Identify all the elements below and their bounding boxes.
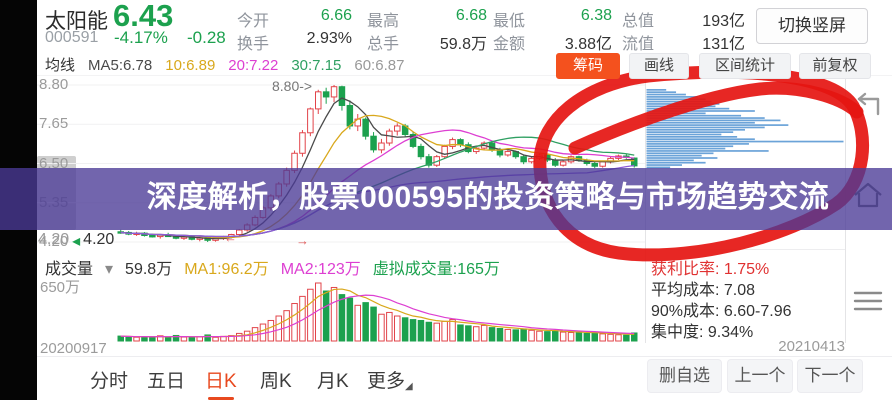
header-stat: 总值 193亿	[622, 7, 745, 30]
stock-code: 000591	[45, 29, 99, 46]
tab-分时[interactable]: 分时	[90, 371, 129, 392]
axis-tick-label: 8.80	[39, 76, 69, 93]
stat-label: 最高	[367, 13, 400, 30]
header-divider	[37, 75, 892, 76]
stat-value: 193亿	[702, 13, 745, 30]
headline-banner: 深度解析，股票000595的投资策略与市场趋势交流	[0, 168, 892, 230]
chart-start-date: 20200917	[40, 340, 107, 357]
low-price-marker: 4.20 ◂ 4.20	[38, 231, 114, 251]
header-stat: 今开 6.66	[237, 7, 352, 30]
change-value: -0.28	[187, 28, 226, 47]
tool-button-筹码[interactable]: 筹码	[556, 53, 620, 79]
axis-low-label: 4.20	[38, 231, 70, 248]
volume-legend-item: MA2:123万	[280, 261, 361, 278]
ma-legend-item: MA5:6.78	[88, 57, 153, 74]
tool-button-画线[interactable]: 画线	[629, 53, 689, 79]
volume-legend-item: ▾	[105, 261, 114, 278]
tab-日K[interactable]: 日K	[205, 366, 237, 400]
stat-label: 今开	[237, 13, 270, 30]
chart-end-date: 20210413	[778, 338, 845, 355]
volume-axis-label: 650万	[40, 279, 81, 296]
stat-value: 131亿	[702, 36, 745, 53]
stat-value: 6.66	[320, 7, 352, 24]
change-percent: -4.17%	[114, 28, 168, 47]
low-tick-icon: ◂	[72, 233, 81, 250]
back-icon[interactable]	[850, 90, 886, 120]
ma-legend-item: 60:6.87	[354, 57, 405, 74]
home-icon[interactable]	[850, 180, 886, 210]
nav-button-上一个[interactable]: 上一个	[727, 359, 793, 393]
chip-stat-row: 90%成本: 6.60-7.96	[651, 303, 792, 320]
tab-月K[interactable]: 月K	[317, 371, 349, 392]
more-triangle-icon: ◢	[405, 381, 413, 392]
stat-label: 最低	[493, 13, 526, 30]
headline-text: 深度解析，股票000595的投资策略与市场趋势交流	[146, 181, 830, 214]
chip-stat-row: 平均成本: 7.08	[651, 282, 756, 299]
stat-label: 换手	[237, 36, 270, 53]
nav-button-下一个[interactable]: 下一个	[797, 359, 863, 393]
header-stat: 总手 59.8万	[367, 30, 487, 53]
volume-legend-item: 成交量	[45, 261, 94, 278]
stock-price: 6.43	[113, 0, 174, 33]
ma-legend: 均线 MA5:6.78 10:6.89 20:7.22 30:7.15 60:6.87	[45, 54, 417, 75]
nav-button-删自选[interactable]: 删自选	[647, 359, 722, 393]
annotation-arrow-left-icon: ←	[224, 230, 237, 245]
stat-label: 总手	[367, 36, 400, 53]
rotate-screen-button[interactable]: 切换竖屏	[756, 8, 868, 44]
stat-value: 2.93%	[306, 30, 352, 47]
volume-legend[interactable]: 成交量 ▾ 59.8万 MA1:96.2万 MA2:123万 虚拟成交量:165万	[45, 255, 512, 279]
tab-更多[interactable]: 更多◢	[367, 371, 413, 392]
header-stat: 换手 2.93%	[237, 30, 352, 53]
active-tab-underline	[207, 397, 234, 400]
ma-legend-item: 20:7.22	[228, 57, 279, 74]
tab-周K[interactable]: 周K	[260, 371, 292, 392]
axis-tick-label: 7.65	[39, 115, 69, 133]
stock-name: 太阳能	[45, 10, 108, 33]
header-stat: 金额 3.88亿	[493, 30, 612, 53]
chip-stat-row: 获利比率: 1.75%	[651, 261, 770, 278]
ma-legend-item: 30:7.15	[291, 57, 342, 74]
header-stat: 最低 6.38	[493, 7, 612, 30]
stat-value: 3.88亿	[564, 36, 612, 53]
stat-value: 6.68	[455, 7, 487, 24]
stat-value: 59.8万	[439, 36, 487, 53]
tab-五日[interactable]: 五日	[147, 371, 186, 392]
header-stat: 流值 131亿	[622, 30, 745, 53]
tool-button-前复权[interactable]: 前复权	[799, 53, 871, 79]
low-value: 4.20	[83, 231, 115, 248]
stat-label: 金额	[493, 36, 526, 53]
ma-legend-item: 均线	[45, 57, 76, 74]
annotation-arrow-right-icon: →	[296, 233, 309, 248]
chip-panel-divider	[645, 249, 845, 250]
stat-value: 6.38	[580, 7, 612, 24]
volume-legend-item: 59.8万	[125, 261, 173, 278]
stat-label: 总值	[622, 13, 655, 30]
high-price-marker: 8.80->	[272, 78, 313, 94]
ma-legend-item: 10:6.89	[165, 57, 216, 74]
volume-legend-item: MA1:96.2万	[184, 261, 269, 278]
tool-button-区间统计[interactable]: 区间统计	[699, 53, 791, 79]
stat-label: 流值	[622, 36, 655, 53]
menu-icon[interactable]	[850, 286, 886, 316]
chip-stat-row: 集中度: 9.34%	[651, 324, 754, 341]
volume-legend-item: 虚拟成交量:165万	[372, 261, 500, 278]
header-stat: 最高 6.68	[367, 7, 487, 30]
